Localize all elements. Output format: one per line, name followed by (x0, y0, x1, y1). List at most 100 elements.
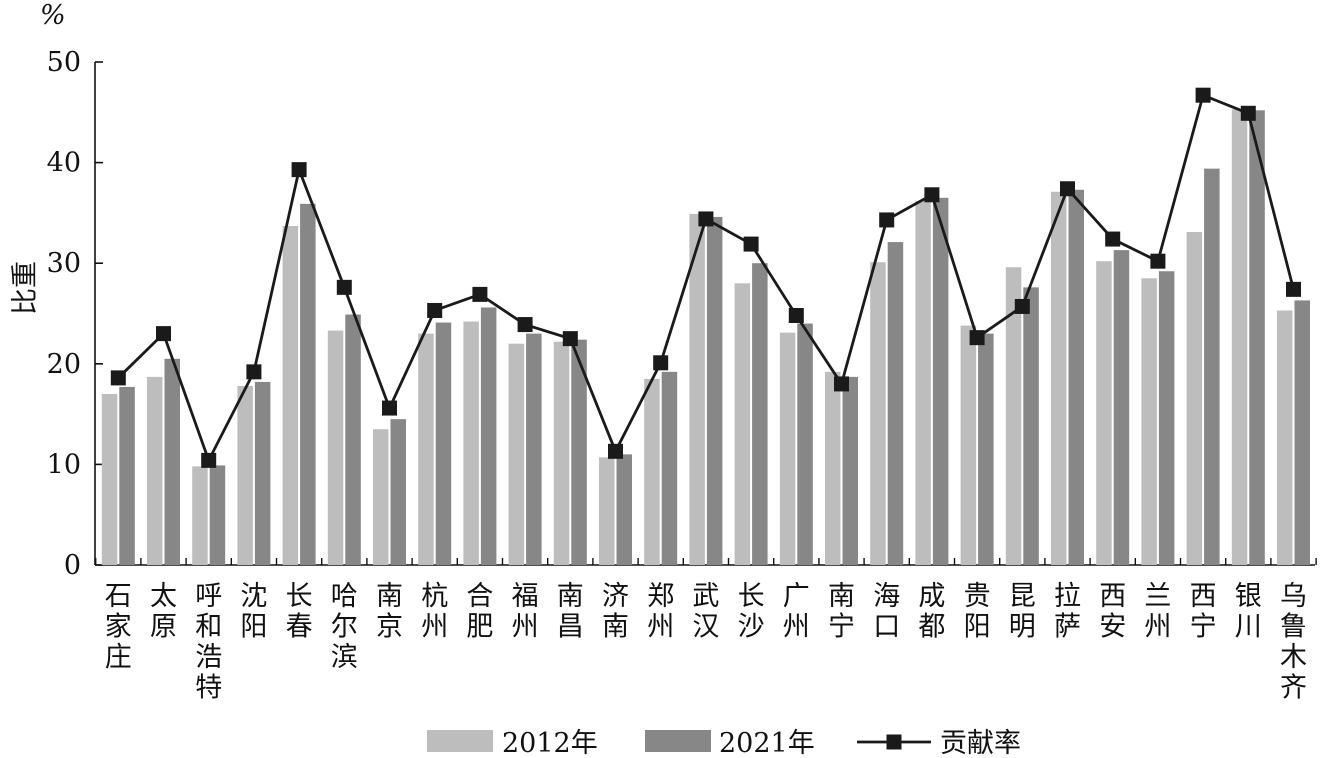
bar-2012 (870, 262, 886, 565)
x-tick-label: 银川 (1235, 581, 1262, 643)
bar-2012 (418, 333, 434, 565)
bar-2012 (689, 213, 705, 565)
x-tick-label: 武汉 (692, 581, 719, 643)
contribution-marker (1014, 298, 1030, 314)
bar-2021 (887, 242, 904, 565)
contribution-marker (879, 212, 895, 228)
contribution-marker (336, 279, 352, 295)
bar-2021 (1023, 287, 1039, 565)
contribution-marker (382, 400, 397, 416)
x-tick-label: 西安 (1099, 581, 1126, 643)
contribution-marker (246, 364, 262, 380)
bar-2021 (300, 203, 316, 565)
x-tick-label: 拉萨 (1054, 581, 1081, 643)
bar-2021 (526, 333, 542, 565)
bar-2012 (237, 385, 253, 565)
x-tick-label: 杭州 (421, 581, 448, 643)
legend-swatch-2012 (427, 730, 493, 752)
bar-2021 (1204, 168, 1220, 566)
bar-2021 (480, 307, 497, 565)
contribution-marker (653, 355, 669, 371)
x-tick-label: 太原 (150, 581, 177, 643)
contribution-marker (1150, 253, 1166, 269)
bar-2012 (825, 371, 841, 565)
bar-2021 (932, 197, 949, 565)
bar-2012 (1051, 191, 1067, 566)
contribution-line-group (110, 87, 1301, 468)
contribution-marker (1105, 231, 1121, 247)
bar-2021 (706, 216, 723, 565)
bar-2012 (1005, 267, 1022, 565)
x-tick-label: 沈阳 (240, 581, 267, 643)
x-tick-label: 长春 (286, 581, 313, 643)
bar-2012 (1231, 109, 1248, 566)
legend-marker-contribution (886, 734, 902, 750)
bar-2012 (553, 341, 570, 565)
axes: 0 10 20 30 40 50% 比重 (10, 0, 1317, 581)
x-tick-label: 郑州 (647, 581, 674, 643)
contribution-marker (969, 330, 985, 346)
x-tick-label: 昆明 (1009, 581, 1036, 643)
bar-2012 (644, 378, 660, 565)
bar-2012 (101, 393, 118, 565)
y-tick-label: 40 (47, 148, 81, 179)
bar-2012 (915, 200, 931, 565)
x-tick-label: 长沙 (738, 581, 765, 643)
contribution-marker (1240, 105, 1256, 121)
category-labels: 石家庄太原呼和浩特沈阳长春哈尔滨南京杭州合肥福州南昌济南郑州武汉长沙广州南宁海口… (105, 581, 1307, 704)
bar-2012 (282, 225, 299, 565)
bar-2012 (960, 325, 977, 565)
bar-2021 (435, 322, 452, 565)
contribution-marker (156, 326, 171, 342)
y-axis-title: 比重 (10, 261, 41, 315)
contribution-marker (110, 370, 126, 386)
x-tick-label: 南昌 (557, 581, 584, 643)
legend: 2012年 2021年 贡献率 (427, 728, 1021, 758)
x-tick-label: 贵阳 (964, 581, 991, 643)
bar-2021 (1113, 250, 1130, 565)
y-tick-label: 50 (47, 47, 81, 78)
bar-2012 (327, 330, 344, 565)
contribution-marker (743, 236, 759, 252)
contribution-marker (472, 286, 488, 302)
contribution-marker (788, 308, 804, 324)
bar-2012 (1096, 261, 1112, 565)
contribution-marker (517, 317, 533, 333)
bar-2012 (1277, 310, 1293, 565)
bar-2021 (1249, 110, 1265, 566)
x-tick-label: 西宁 (1190, 581, 1217, 643)
contribution-marker (1195, 87, 1211, 103)
y-unit-label: % (40, 0, 66, 31)
contribution-marker (427, 302, 443, 318)
y-tick-label: 10 (47, 449, 81, 480)
bar-2021 (1294, 300, 1310, 565)
y-tick-label: 20 (47, 349, 81, 380)
contribution-marker (562, 331, 578, 347)
x-tick-label: 海口 (873, 581, 900, 643)
bar-2021 (254, 381, 271, 565)
contribution-marker (608, 443, 623, 459)
bar-2021 (797, 323, 813, 565)
bar-2021 (661, 371, 678, 565)
x-tick-label: 石家庄 (105, 581, 132, 673)
bar-2021 (1158, 271, 1175, 565)
contribution-marker (698, 211, 714, 227)
x-tick-label: 南京 (376, 581, 403, 643)
bar-2012 (147, 376, 163, 565)
bar-2021 (209, 465, 226, 565)
bar-2012 (779, 332, 796, 565)
bar-2012 (1141, 278, 1157, 565)
x-tick-label: 兰州 (1144, 581, 1171, 643)
bar-2012 (192, 466, 208, 565)
legend-swatch-2021 (645, 730, 711, 752)
bar-2012 (373, 429, 389, 565)
y-tick-label: 0 (64, 550, 81, 581)
bar-2021 (119, 386, 135, 565)
x-tick-label: 合肥 (466, 581, 493, 643)
bar-2021 (842, 376, 858, 565)
bar-2021 (616, 454, 632, 565)
x-tick-label: 呼和浩特 (195, 581, 222, 704)
contribution-marker (834, 376, 849, 392)
x-tick-label: 广州 (783, 581, 810, 643)
